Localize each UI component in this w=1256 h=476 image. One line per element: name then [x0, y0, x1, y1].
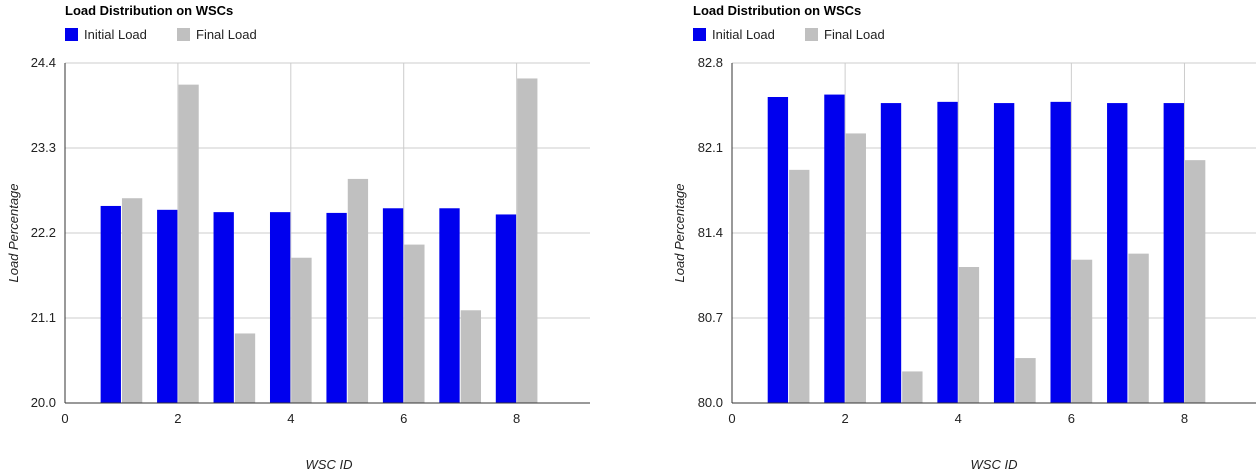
x-tick-label: 4: [955, 411, 962, 426]
x-tick-label: 6: [400, 411, 407, 426]
bar-final-3: [902, 371, 923, 403]
bar-final-1: [789, 169, 810, 403]
y-tick-label: 24.4: [31, 55, 56, 70]
legend-label-2: Final Load: [824, 27, 885, 42]
y-tick-label: 80.7: [698, 310, 723, 325]
bar-initial-8: [495, 214, 517, 403]
x-axis-title: WSC ID: [971, 457, 1018, 472]
bar-initial-5: [326, 212, 347, 403]
bar-initial-3: [880, 103, 902, 404]
bar-initial-2: [824, 94, 845, 404]
chart-title: Load Distribution on WSCs: [693, 3, 861, 18]
bar-initial-6: [382, 208, 404, 403]
bar-initial-7: [439, 208, 460, 403]
y-tick-label: 23.3: [31, 140, 56, 155]
y-tick-label: 22.2: [31, 225, 56, 240]
x-tick-label: 4: [287, 411, 294, 426]
bar-chart-left: Load Distribution on WSCs Initial Load Fin…: [6, 3, 590, 472]
legend-label-1: Initial Load: [712, 27, 775, 42]
chart-panel-right: Load Distribution on WSCs Initial Load Fin…: [628, 0, 1256, 476]
legend-swatch-1: [693, 28, 706, 41]
bar-initial-6: [1050, 101, 1071, 403]
bar-initial-3: [213, 212, 234, 403]
y-tick-label: 82.1: [698, 140, 723, 155]
bar-final-3: [234, 333, 256, 403]
legend-swatch-2: [805, 28, 818, 41]
bar-final-7: [460, 310, 481, 403]
y-tick-label: 81.4: [698, 225, 723, 240]
bar-final-1: [121, 198, 143, 403]
bar-final-4: [291, 257, 312, 403]
legend-label-2: Final Load: [196, 27, 257, 42]
bar-final-6: [1071, 259, 1093, 403]
bar-initial-4: [937, 101, 958, 403]
bar-initial-8: [1163, 103, 1184, 404]
bar-chart-right: Load Distribution on WSCs Initial Load Fin…: [672, 3, 1256, 472]
y-tick-label: 21.1: [31, 310, 56, 325]
x-tick-label: 8: [1181, 411, 1188, 426]
x-tick-label: 0: [728, 411, 735, 426]
y-axis-title: Load Percentage: [672, 183, 687, 282]
legend-swatch-2: [177, 28, 190, 41]
bar-final-2: [845, 133, 866, 403]
x-tick-label: 6: [1068, 411, 1075, 426]
bar-final-5: [1015, 358, 1036, 403]
bar-initial-7: [1107, 103, 1128, 404]
y-tick-label: 80.0: [698, 395, 723, 410]
chart-title: Load Distribution on WSCs: [65, 3, 233, 18]
bar-initial-2: [157, 209, 178, 403]
y-axis-title: Load Percentage: [6, 183, 21, 282]
x-axis-title: WSC ID: [306, 457, 353, 472]
bar-initial-1: [767, 97, 789, 403]
bar-final-5: [347, 178, 369, 403]
bar-final-6: [404, 244, 425, 403]
bar-final-2: [178, 84, 199, 404]
x-tick-label: 8: [513, 411, 520, 426]
bar-initial-5: [993, 103, 1015, 404]
x-tick-label: 2: [174, 411, 181, 426]
legend-swatch-1: [65, 28, 78, 41]
bar-final-7: [1128, 253, 1149, 403]
x-tick-label: 2: [842, 411, 849, 426]
bar-initial-1: [100, 205, 121, 403]
bar-final-8: [1184, 160, 1206, 403]
x-tick-label: 0: [61, 411, 68, 426]
legend-label-1: Initial Load: [84, 27, 147, 42]
chart-panel-left: Load Distribution on WSCs Initial Load Fin…: [6, 3, 590, 472]
y-tick-label: 20.0: [31, 395, 56, 410]
bar-initial-4: [269, 212, 291, 403]
bar-final-4: [958, 267, 980, 403]
bar-final-8: [517, 78, 538, 404]
y-tick-label: 82.8: [698, 55, 723, 70]
